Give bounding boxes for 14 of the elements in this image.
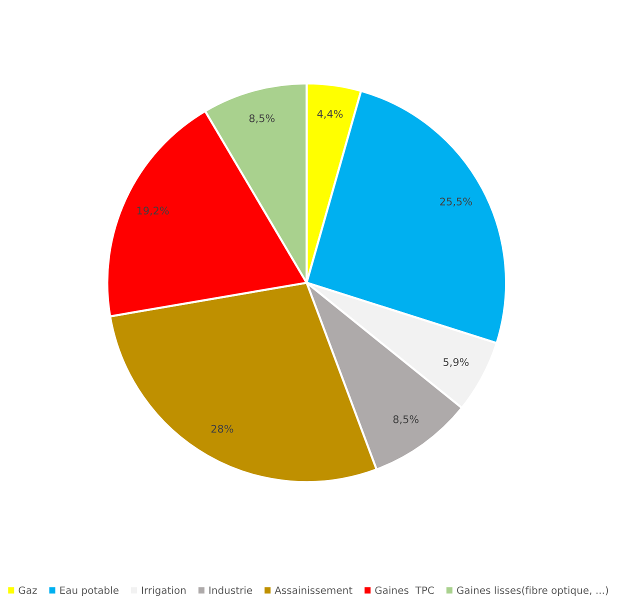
legend-label: Gaines lisses(fibre optique, ...) [456, 586, 608, 596]
legend-label: Industrie [209, 586, 252, 594]
data-label: 28% [211, 424, 234, 433]
legend-label: Irrigation [142, 586, 186, 596]
legend-label: Assainissement [274, 586, 352, 594]
data-label: 5,9% [444, 358, 469, 368]
data-label: 25,5% [440, 198, 472, 207]
data-label: 19,2% [137, 206, 169, 216]
data-label: 4,4% [317, 110, 343, 119]
legend-label: Eau potable [60, 586, 118, 596]
legend-label: Gaines TPC [375, 586, 434, 594]
data-label: 8,5% [249, 114, 275, 124]
legend-label: Gaz [18, 586, 37, 594]
data-label: 8,5% [393, 415, 419, 424]
